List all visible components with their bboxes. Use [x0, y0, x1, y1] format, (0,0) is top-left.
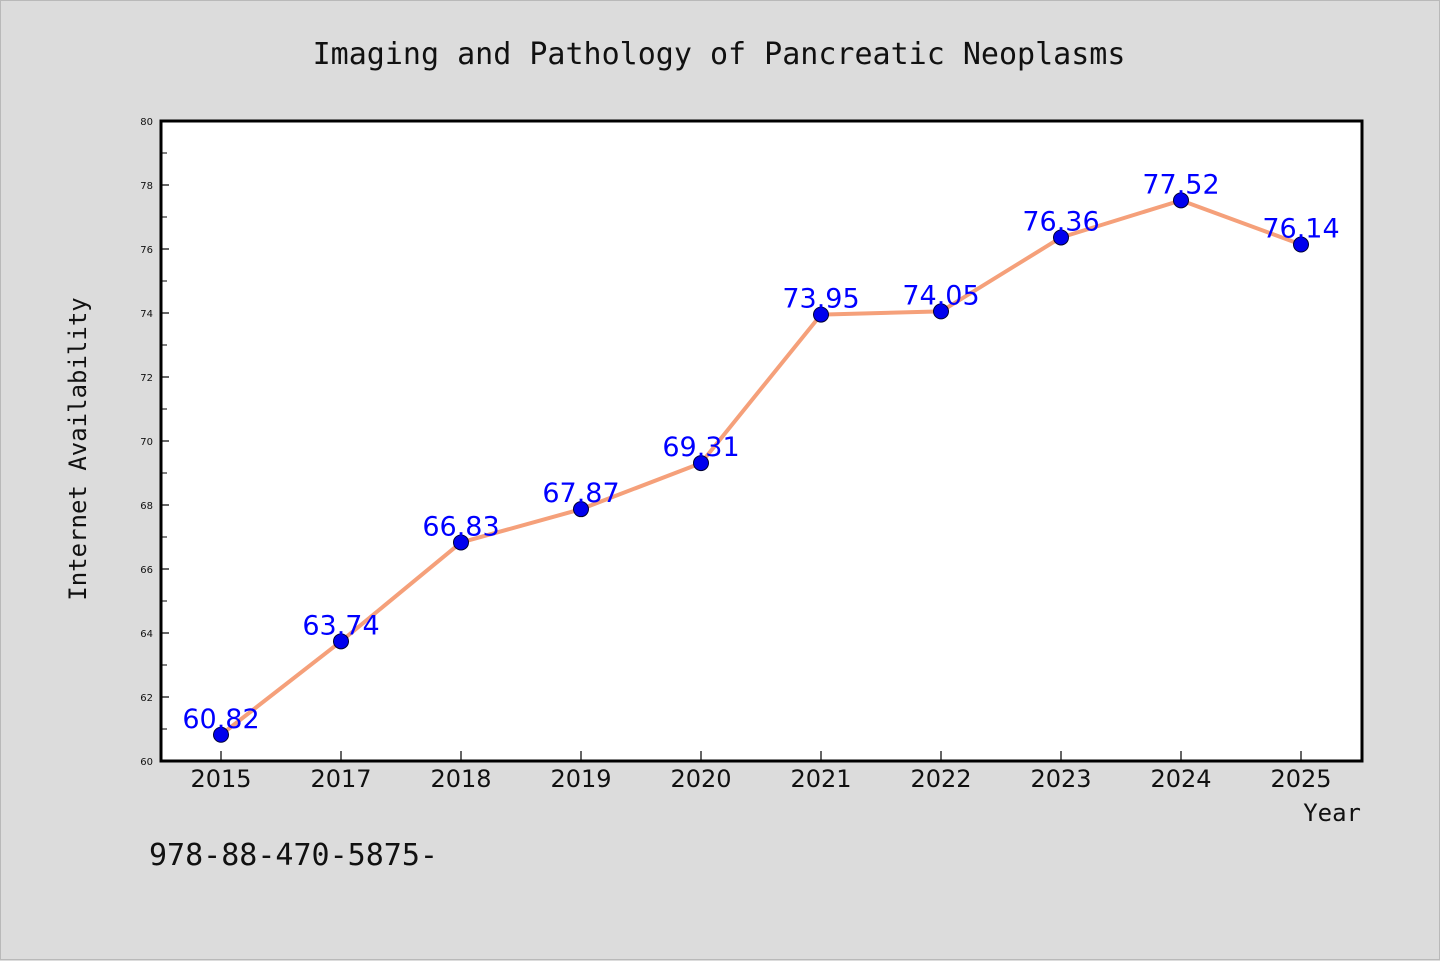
data-label: 66.83 — [422, 511, 499, 542]
y-tick-label: 80 — [140, 117, 153, 128]
data-label: 63.74 — [302, 610, 379, 641]
data-label: 76.36 — [1022, 206, 1099, 237]
x-tick-label: 2023 — [1030, 765, 1091, 793]
data-point — [453, 534, 469, 551]
x-axis: 2015 2017 2018 2019 2020 2021 2022 2023 2024 2025 — [190, 751, 1332, 793]
data-label: 67.87 — [542, 478, 619, 509]
y-tick-label: 72 — [140, 373, 153, 384]
data-markers — [213, 192, 1309, 743]
y-tick-label: 74 — [140, 309, 153, 320]
data-point — [693, 455, 709, 472]
series-line — [219, 198, 1302, 737]
data-point — [1053, 229, 1069, 246]
x-tick-label: 2019 — [550, 765, 611, 793]
data-point — [573, 501, 589, 518]
data-label: 76.14 — [1262, 214, 1339, 245]
y-axis: 60 62 64 66 68 70 72 74 76 78 80 — [140, 117, 169, 768]
x-tick-label: 2025 — [1270, 765, 1331, 793]
x-tick-label: 2018 — [430, 765, 491, 793]
isbn-annotation: 978-88-470-5875- — [149, 838, 438, 873]
x-tick-label: 2017 — [310, 765, 371, 793]
data-label: 60.82 — [182, 704, 259, 735]
data-point — [1173, 192, 1189, 209]
x-tick-label: 2015 — [190, 765, 251, 793]
x-axis-label: Year — [1303, 799, 1361, 827]
data-point — [933, 303, 949, 320]
data-point — [1293, 236, 1309, 253]
data-labels: 60.82 63.74 66.83 67.87 69.31 73.95 74.05 76.36… — [182, 169, 1339, 734]
data-label: 69.31 — [662, 432, 739, 463]
data-label: 77.52 — [1142, 169, 1219, 200]
y-tick-label: 68 — [140, 501, 153, 512]
data-label: 73.95 — [782, 284, 859, 315]
data-label: 74.05 — [902, 280, 979, 311]
x-tick-label: 2020 — [670, 765, 731, 793]
y-tick-label: 60 — [140, 757, 153, 768]
y-tick-label: 78 — [140, 181, 153, 192]
y-tick-label: 76 — [140, 245, 153, 256]
x-tick-label: 2022 — [910, 765, 971, 793]
y-tick-label: 62 — [140, 693, 153, 704]
data-point — [333, 633, 349, 650]
y-tick-label: 66 — [140, 565, 153, 576]
x-tick-label: 2021 — [790, 765, 851, 793]
y-tick-label: 70 — [140, 437, 153, 448]
y-axis-label: Internet Availability — [64, 297, 92, 600]
plot-frame — [159, 119, 1364, 763]
plot-area — [161, 121, 1362, 761]
data-point — [813, 306, 829, 323]
x-tick-label: 2024 — [1150, 765, 1211, 793]
chart-title: Imaging and Pathology of Pancreatic Neop… — [313, 37, 1126, 72]
data-point — [213, 726, 229, 743]
y-tick-label: 64 — [140, 629, 153, 640]
